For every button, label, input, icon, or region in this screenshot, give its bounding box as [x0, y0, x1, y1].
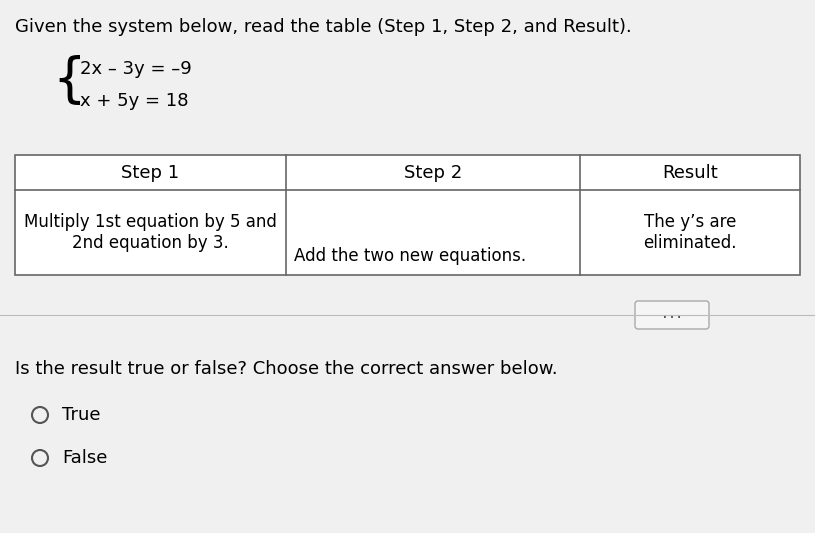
- Text: Result: Result: [663, 164, 718, 182]
- Text: x + 5y = 18: x + 5y = 18: [80, 92, 188, 110]
- Text: False: False: [62, 449, 108, 467]
- Text: Step 2: Step 2: [404, 164, 462, 182]
- Text: Given the system below, read the table (Step 1, Step 2, and Result).: Given the system below, read the table (…: [15, 18, 632, 36]
- Text: Multiply 1st equation by 5 and
2nd equation by 3.: Multiply 1st equation by 5 and 2nd equat…: [24, 213, 277, 252]
- Text: Add the two new equations.: Add the two new equations.: [294, 247, 526, 265]
- Text: {: {: [52, 55, 86, 107]
- Text: Step 1: Step 1: [121, 164, 179, 182]
- Text: The y’s are
eliminated.: The y’s are eliminated.: [643, 213, 737, 252]
- FancyBboxPatch shape: [15, 155, 800, 275]
- Text: 2x – 3y = –9: 2x – 3y = –9: [80, 60, 192, 78]
- FancyBboxPatch shape: [635, 301, 709, 329]
- Text: True: True: [62, 406, 100, 424]
- Text: Is the result true or false? Choose the correct answer below.: Is the result true or false? Choose the …: [15, 360, 557, 378]
- Text: . . .: . . .: [663, 310, 681, 320]
